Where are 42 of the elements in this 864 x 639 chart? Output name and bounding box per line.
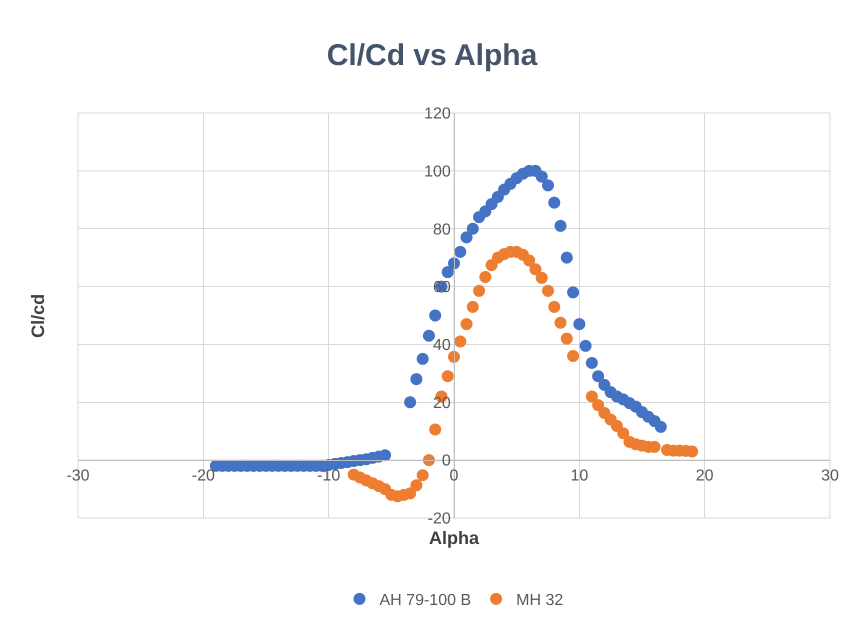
x-tick-label: -20: [192, 467, 215, 484]
point: [486, 259, 498, 272]
x-tick-label: -30: [66, 467, 90, 484]
x-tick-label: -10: [317, 467, 340, 484]
y-tick-label: 80: [433, 221, 451, 238]
y-tick-label: 0: [442, 452, 451, 470]
y-tick-label: -20: [428, 510, 451, 528]
y-tick-label: 20: [433, 394, 451, 412]
point: [560, 332, 573, 345]
point: [617, 427, 630, 440]
y-tick-label: 40: [433, 337, 451, 354]
point: [422, 454, 435, 466]
point: [429, 423, 442, 436]
y-tick-label: 100: [424, 163, 451, 180]
point: [567, 350, 580, 362]
point: [466, 300, 479, 313]
point: [410, 479, 422, 492]
chart-title: Cl/Cd vs Alpha: [326, 38, 538, 72]
point: [479, 271, 492, 284]
point: [586, 390, 598, 402]
y-axis-title: Cl/cd: [28, 294, 48, 338]
point: [448, 350, 460, 363]
legend-label: AH 79-100 B: [380, 592, 472, 610]
x-tick-label: 20: [696, 467, 714, 484]
point: [404, 487, 416, 500]
point: [523, 254, 536, 267]
point: [416, 469, 429, 482]
point: [529, 263, 542, 276]
point: [454, 336, 466, 348]
x-tick-label: 30: [821, 467, 839, 484]
point: [473, 284, 486, 297]
point: [554, 316, 567, 329]
legend-label: MH 32: [516, 592, 564, 610]
point: [536, 272, 548, 284]
point: [548, 300, 560, 313]
point: [592, 399, 604, 412]
point: [542, 284, 554, 297]
point: [460, 318, 473, 330]
x-tick-label: 10: [570, 467, 588, 484]
y-tick-label: 120: [424, 106, 451, 123]
x-axis-title: Alpha: [429, 528, 480, 548]
point: [442, 370, 454, 382]
